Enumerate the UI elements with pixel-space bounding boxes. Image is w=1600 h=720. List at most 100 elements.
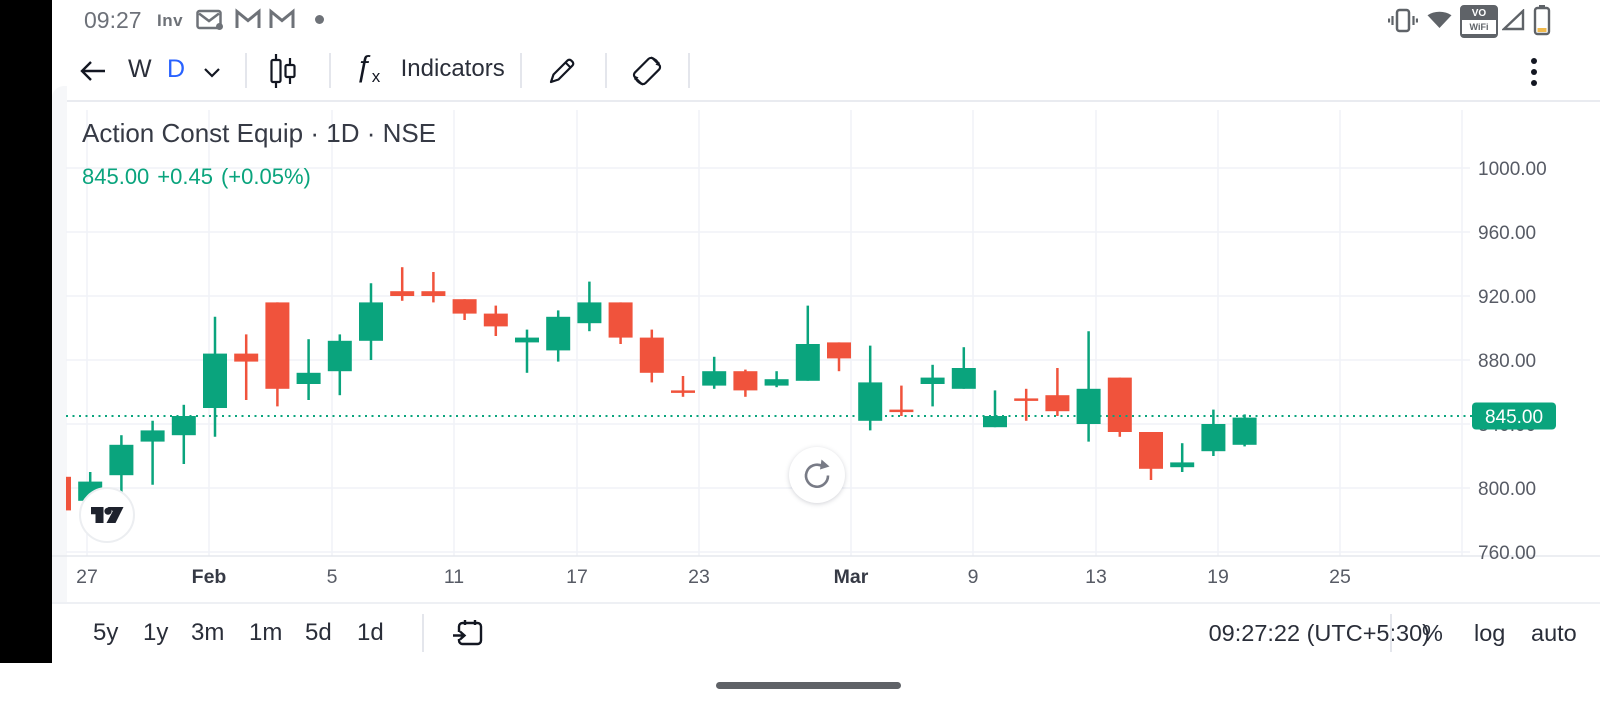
candle-body bbox=[983, 416, 1007, 428]
time-tick-label[interactable]: 5 bbox=[327, 566, 338, 588]
toolbar-border bbox=[52, 100, 1600, 102]
candlestick-chart[interactable]: 1000.00960.00920.00880.00840.00800.00760… bbox=[0, 100, 1600, 600]
candle-body bbox=[546, 316, 571, 351]
price-tick-label[interactable]: 760.00 bbox=[1478, 543, 1536, 564]
price-tick-label[interactable]: 800.00 bbox=[1478, 479, 1536, 500]
candles-layer[interactable] bbox=[47, 267, 1257, 512]
candle-body bbox=[951, 368, 976, 389]
top-toolbar: W D ƒx Indicators bbox=[52, 40, 1600, 100]
time-tick-label[interactable]: 27 bbox=[76, 566, 98, 588]
candle-body bbox=[234, 353, 259, 362]
rotate-screen-icon[interactable] bbox=[630, 54, 664, 88]
range-1d-button[interactable]: 1d bbox=[357, 619, 384, 646]
candle-body bbox=[827, 342, 851, 359]
candle-body bbox=[733, 371, 758, 391]
candle-body bbox=[577, 302, 602, 324]
tradingview-logo[interactable] bbox=[79, 487, 135, 543]
cell-signal-icon bbox=[1500, 8, 1526, 36]
timeframe-day-button[interactable]: D bbox=[167, 55, 186, 83]
chart-type-candles-icon[interactable] bbox=[268, 53, 298, 89]
investing-app-icon: Inv bbox=[157, 11, 184, 30]
chevron-down-icon[interactable] bbox=[203, 67, 221, 78]
time-tick-label[interactable]: 25 bbox=[1329, 566, 1351, 588]
percent-scale-button[interactable]: % bbox=[1422, 620, 1443, 646]
divider bbox=[245, 53, 247, 88]
candle-body bbox=[764, 379, 789, 386]
candle-body bbox=[421, 291, 446, 296]
auto-scale-button[interactable]: auto bbox=[1531, 620, 1577, 646]
kebab-menu-icon[interactable] bbox=[1530, 57, 1538, 87]
candle-body bbox=[858, 382, 883, 421]
candle-body bbox=[1076, 388, 1101, 424]
indicators-button[interactable]: ƒx Indicators bbox=[355, 50, 505, 86]
price-change: +0.45 bbox=[157, 164, 213, 189]
chart-quote-line: 845.00 +0.45 (+0.05%) bbox=[82, 164, 319, 190]
bottom-toolbar: 5y 1y 3m 1m 5d 1d 09:27:22 (UTC+5:30) % … bbox=[52, 604, 1600, 660]
wifi-icon bbox=[1426, 8, 1453, 35]
candle-body bbox=[296, 372, 321, 384]
price-tick-label[interactable]: 920.00 bbox=[1478, 287, 1536, 308]
gesture-navigation-bar[interactable] bbox=[716, 682, 901, 689]
candle-body bbox=[920, 377, 945, 384]
candle-body bbox=[452, 299, 477, 314]
range-3m-button[interactable]: 3m bbox=[191, 619, 225, 646]
range-1y-button[interactable]: 1y bbox=[143, 619, 169, 646]
notification-dot-icon bbox=[315, 15, 324, 24]
price-tick-label[interactable]: 960.00 bbox=[1478, 223, 1536, 244]
range-5y-button[interactable]: 5y bbox=[93, 619, 119, 646]
candle-body bbox=[1201, 424, 1226, 452]
time-tick-label[interactable]: 17 bbox=[566, 566, 588, 588]
candle-body bbox=[671, 390, 695, 393]
time-tick-label[interactable]: 13 bbox=[1085, 566, 1107, 588]
candle-body bbox=[66, 476, 71, 511]
timeframe-week-button[interactable]: W bbox=[128, 55, 152, 83]
clock-utc-label[interactable]: 09:27:22 (UTC+5:30) bbox=[1208, 620, 1430, 646]
candle-body bbox=[1139, 432, 1163, 469]
candle-body bbox=[795, 344, 820, 381]
candle-body bbox=[109, 444, 134, 476]
reload-chart-button[interactable] bbox=[789, 447, 845, 503]
divider bbox=[688, 53, 690, 88]
battery-icon bbox=[1532, 4, 1552, 41]
time-tick-label[interactable]: 9 bbox=[968, 566, 979, 588]
vibrate-icon bbox=[1387, 8, 1419, 38]
gmail-icon bbox=[234, 8, 262, 36]
time-tick-label[interactable]: 11 bbox=[444, 566, 464, 588]
divider bbox=[329, 53, 331, 88]
candle-body bbox=[327, 340, 352, 372]
back-arrow-icon[interactable] bbox=[78, 59, 108, 83]
tradingview-logo-glyph bbox=[91, 507, 124, 523]
candle-body bbox=[1170, 462, 1195, 468]
goto-date-icon[interactable] bbox=[452, 617, 484, 654]
time-tick-label[interactable]: 19 bbox=[1207, 566, 1229, 588]
last-price-badge[interactable] bbox=[1472, 402, 1556, 430]
price-tick-label[interactable]: 880.00 bbox=[1478, 351, 1536, 372]
time-tick-label[interactable]: Feb bbox=[192, 566, 227, 588]
bottom-toolbar-border bbox=[52, 602, 1600, 604]
candle-body bbox=[171, 416, 196, 436]
time-tick-label[interactable]: 23 bbox=[688, 566, 710, 588]
candle-body bbox=[702, 371, 727, 386]
candle-body bbox=[359, 302, 383, 341]
chart-symbol-title[interactable]: Action Const Equip · 1D · NSE bbox=[82, 118, 437, 148]
last-price: 845.00 bbox=[82, 164, 150, 189]
price-tick-label[interactable]: 1000.00 bbox=[1478, 159, 1547, 180]
draw-pencil-icon[interactable] bbox=[548, 57, 576, 85]
reload-icon bbox=[804, 459, 830, 488]
log-scale-button[interactable]: log bbox=[1474, 620, 1506, 646]
candle-body bbox=[203, 353, 227, 408]
divider bbox=[1390, 614, 1392, 652]
range-5d-button[interactable]: 5d bbox=[305, 619, 332, 646]
divider bbox=[520, 53, 522, 88]
indicators-label: Indicators bbox=[400, 55, 505, 82]
candle-body bbox=[515, 337, 539, 343]
time-tick-label[interactable]: Mar bbox=[834, 566, 869, 588]
candle-body bbox=[1107, 377, 1132, 432]
candle-body bbox=[639, 337, 664, 373]
status-bar: 09:27 Inv VO WiFi bbox=[52, 0, 1600, 40]
candle-body bbox=[889, 409, 914, 413]
range-1m-button[interactable]: 1m bbox=[249, 619, 283, 646]
candle-body bbox=[1232, 417, 1257, 445]
price-change-percent: (+0.05%) bbox=[220, 164, 311, 189]
candle-body bbox=[140, 430, 165, 442]
